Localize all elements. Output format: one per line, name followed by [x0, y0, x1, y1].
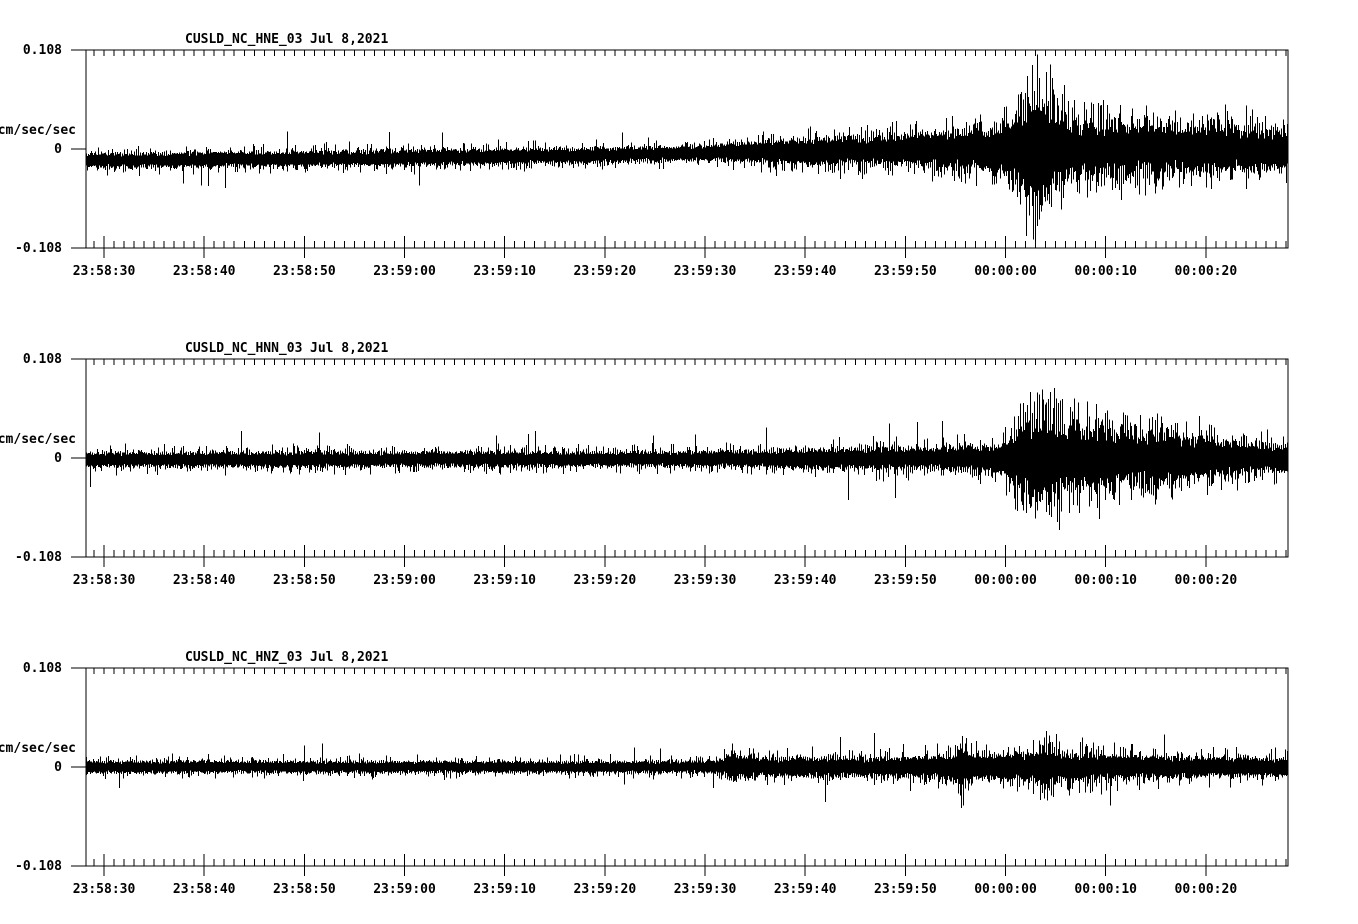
y-axis-unit-label: cm/sec/sec	[0, 123, 76, 138]
x-tick-label: 23:59:50	[874, 573, 937, 588]
x-tick-label: 23:58:50	[273, 882, 336, 897]
y-axis-unit-label: cm/sec/sec	[0, 432, 76, 447]
y-tick-label: 0.108	[23, 43, 62, 58]
x-tick-label: 23:59:00	[373, 882, 436, 897]
panel-title-station: CUSLD_NC_HNN_03	[185, 341, 302, 356]
y-tick-label: 0.108	[23, 661, 62, 676]
x-tick-label: 23:58:40	[173, 882, 236, 897]
x-tick-label: 23:59:10	[473, 264, 536, 279]
waveform-trace	[86, 731, 1288, 808]
x-tick-label: 00:00:00	[974, 573, 1037, 588]
x-tick-label: 00:00:10	[1074, 573, 1137, 588]
x-tick-label: 23:59:50	[874, 882, 937, 897]
panel-hne: CUSLD_NC_HNE_03 Jul 8,2021 cm/sec/sec 0.108…	[0, 32, 1289, 279]
panel-hnz: CUSLD_NC_HNZ_03 Jul 8,2021 cm/sec/sec 0.108…	[0, 650, 1289, 897]
x-tick-label: 23:59:20	[574, 882, 637, 897]
x-tick-label: 00:00:20	[1175, 264, 1238, 279]
panel-title-date: Jul 8,2021	[310, 341, 388, 356]
x-tick-label: 23:59:30	[674, 573, 737, 588]
x-tick-label: 23:59:30	[674, 882, 737, 897]
x-tick-label: 00:00:00	[974, 882, 1037, 897]
x-tick-label: 23:59:40	[774, 573, 837, 588]
x-tick-label: 23:59:30	[674, 264, 737, 279]
x-tick-label: 23:58:50	[273, 264, 336, 279]
x-tick-label: 23:58:40	[173, 264, 236, 279]
y-tick-label: 0	[54, 142, 62, 157]
y-tick-label: -0.108	[15, 550, 62, 565]
y-tick-label: 0.108	[23, 352, 62, 367]
y-tick-label: 0	[54, 760, 62, 775]
waveform-trace	[86, 387, 1288, 531]
panel-hnn: CUSLD_NC_HNN_03 Jul 8,2021 cm/sec/sec 0.108…	[0, 341, 1289, 588]
x-tick-label: 23:58:30	[73, 882, 136, 897]
x-tick-label: 00:00:20	[1175, 573, 1238, 588]
x-tick-label: 23:59:20	[574, 264, 637, 279]
x-tick-label: 23:58:30	[73, 264, 136, 279]
x-tick-label: 23:59:10	[473, 573, 536, 588]
panel-title-date: Jul 8,2021	[310, 650, 388, 665]
y-tick-label: -0.108	[15, 241, 62, 256]
x-tick-label: 23:59:10	[473, 882, 536, 897]
y-axis-unit-label: cm/sec/sec	[0, 741, 76, 756]
x-tick-label: 23:58:50	[273, 573, 336, 588]
x-tick-label: 23:59:00	[373, 264, 436, 279]
x-tick-label: 23:59:40	[774, 882, 837, 897]
x-tick-label: 00:00:20	[1175, 882, 1238, 897]
x-tick-label: 23:59:00	[373, 573, 436, 588]
x-tick-label: 00:00:10	[1074, 882, 1137, 897]
x-tick-label: 23:59:40	[774, 264, 837, 279]
x-tick-label: 23:59:20	[574, 573, 637, 588]
x-tick-label: 23:59:50	[874, 264, 937, 279]
waveform-trace	[86, 54, 1288, 242]
y-tick-label: -0.108	[15, 859, 62, 874]
x-tick-label: 23:58:30	[73, 573, 136, 588]
panel-title-station: CUSLD_NC_HNE_03	[185, 32, 302, 47]
x-tick-label: 00:00:00	[974, 264, 1037, 279]
panel-title-date: Jul 8,2021	[310, 32, 388, 47]
panel-title-station: CUSLD_NC_HNZ_03	[185, 650, 302, 665]
x-tick-label: 23:58:40	[173, 573, 236, 588]
x-tick-label: 00:00:10	[1074, 264, 1137, 279]
y-tick-label: 0	[54, 451, 62, 466]
